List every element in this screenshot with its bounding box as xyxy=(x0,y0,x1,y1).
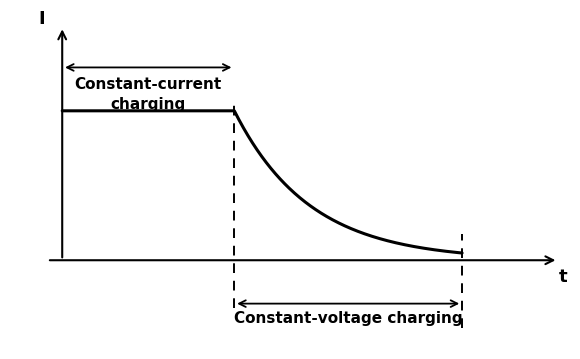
Text: Constant-current
charging: Constant-current charging xyxy=(75,77,222,112)
Text: t: t xyxy=(559,268,568,286)
Text: I: I xyxy=(39,10,45,28)
Text: Constant-voltage charging: Constant-voltage charging xyxy=(234,311,462,326)
